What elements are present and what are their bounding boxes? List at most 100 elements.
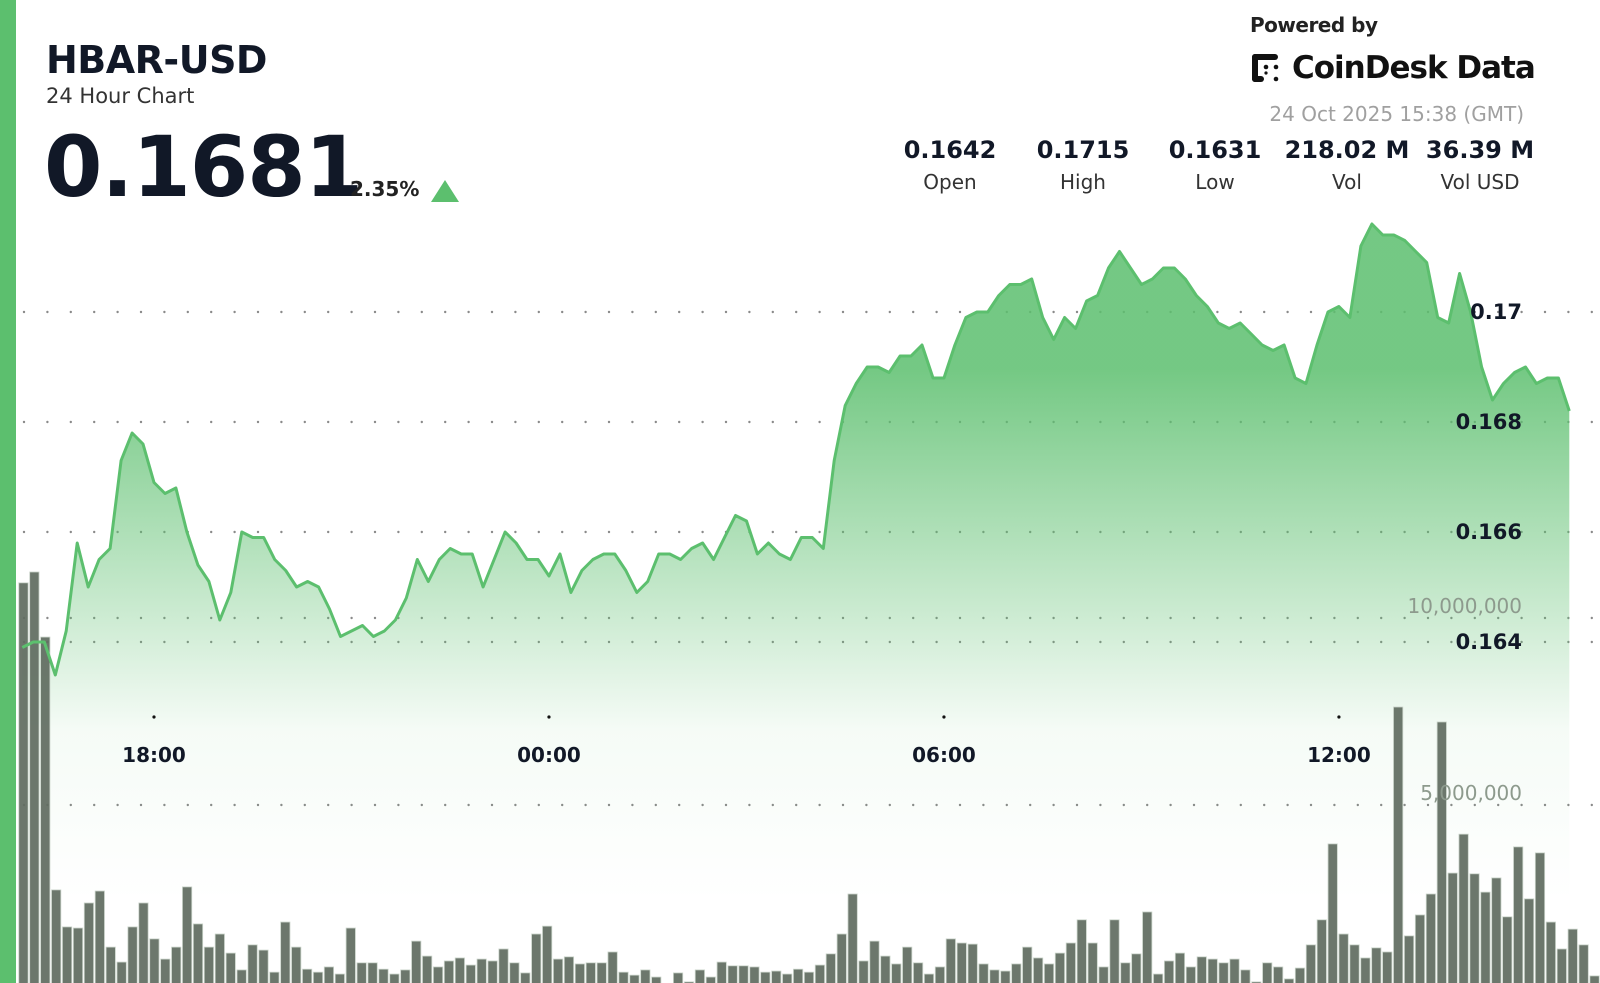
volume-bar	[291, 946, 302, 983]
volume-bar	[258, 949, 269, 983]
current-price: 0.1681	[44, 118, 363, 216]
volume-bar	[694, 969, 705, 983]
volume-bar	[1327, 843, 1338, 983]
volume-bar	[553, 958, 564, 983]
stat-vol: 218.02 M Vol	[1282, 136, 1412, 194]
volume-bar	[378, 968, 389, 983]
volume-bar	[356, 962, 367, 983]
volume-bar	[1524, 898, 1535, 983]
stat-low: 0.1631 Low	[1150, 136, 1280, 194]
volume-bar	[1404, 935, 1415, 983]
volume-bars	[18, 571, 1600, 983]
volume-bar	[760, 971, 771, 983]
volume-bar	[520, 972, 531, 983]
volume-bar	[989, 969, 1000, 983]
volume-bar	[1589, 975, 1600, 983]
volume-bar	[923, 973, 935, 983]
volume-bar	[1491, 877, 1502, 983]
volume-bar	[498, 948, 509, 983]
volume-bar	[1469, 873, 1480, 983]
volume-bar	[1382, 951, 1393, 983]
volume-bar	[1534, 852, 1546, 983]
volume-bar	[1163, 960, 1175, 983]
volume-bar	[1033, 957, 1044, 983]
volume-bar	[1458, 833, 1469, 983]
volume-bar	[1174, 952, 1186, 983]
volume-bar	[18, 582, 29, 983]
stat-value: 0.1642	[903, 136, 997, 164]
volume-bar	[116, 961, 127, 983]
stat-label: Open	[923, 170, 977, 194]
volume-bar	[1556, 948, 1567, 983]
volume-bar	[1054, 952, 1065, 983]
volume-bar	[171, 946, 182, 983]
volume-bar	[432, 966, 444, 983]
volume-bar	[542, 925, 553, 983]
volume-bar	[389, 973, 400, 983]
volume-bar	[1447, 872, 1458, 983]
volume-bar	[1513, 846, 1524, 983]
volume-bar	[585, 962, 596, 983]
price-change: 2.35%	[350, 177, 420, 201]
volume-bar	[1142, 911, 1153, 983]
brand-name: CoinDesk Data	[1292, 50, 1536, 86]
volume-bar	[1240, 969, 1251, 983]
volume-bar	[1262, 962, 1273, 983]
accent-bar	[0, 0, 16, 983]
chart-subtitle: 24 Hour Chart	[46, 84, 195, 108]
time-tick-mark	[942, 715, 946, 719]
price-line	[21, 222, 1571, 677]
volume-bar	[902, 946, 913, 983]
volume-bar	[465, 964, 476, 983]
volume-bar	[1185, 966, 1196, 983]
time-tick-label: 18:00	[122, 743, 186, 767]
volume-bar	[640, 969, 651, 983]
volume-bar	[83, 902, 94, 983]
volume-bar	[334, 973, 345, 983]
volume-bar	[531, 933, 542, 983]
price-tick-label: 0.168	[1456, 410, 1522, 434]
volume-bar	[203, 946, 214, 983]
volume-bar	[913, 962, 924, 983]
volume-bar	[847, 893, 858, 983]
volume-bar	[1196, 956, 1207, 983]
volume-bar	[858, 960, 869, 983]
volume-bar	[738, 965, 749, 983]
volume-bar	[771, 970, 782, 983]
stat-label: High	[1060, 170, 1106, 194]
volume-bar	[323, 966, 334, 983]
time-tick-mark	[1337, 715, 1341, 719]
volume-bar	[967, 943, 978, 983]
volume-bar	[280, 921, 291, 983]
volume-bar	[29, 571, 40, 983]
coindesk-logo-icon	[1252, 54, 1279, 82]
volume-bar	[269, 971, 280, 983]
volume-bar	[192, 923, 204, 983]
volume-bar	[1414, 914, 1426, 983]
time-tick-label: 12:00	[1307, 743, 1371, 767]
volume-bar	[127, 926, 138, 983]
price-area	[22, 224, 1570, 983]
volume-tick-label: 10,000,000	[1407, 594, 1522, 618]
volume-bar	[1425, 893, 1436, 983]
volume-bar	[1218, 962, 1229, 983]
volume-bar	[1284, 978, 1295, 983]
volume-bar	[1578, 944, 1589, 983]
volume-bar	[574, 963, 585, 983]
stat-label: Low	[1195, 170, 1235, 194]
volume-bar	[956, 942, 967, 983]
volume-bar	[934, 966, 945, 983]
volume-bar	[1087, 942, 1098, 983]
volume-bar	[1229, 958, 1240, 983]
volume-bar	[629, 974, 640, 983]
volume-bar	[236, 969, 247, 983]
volume-bar	[836, 933, 847, 983]
volume-bar	[105, 946, 116, 983]
volume-bar	[443, 960, 455, 983]
powered-by: Powered by	[1250, 13, 1378, 37]
volume-bar	[476, 958, 487, 983]
volume-bar	[487, 960, 498, 983]
volume-bar	[1076, 919, 1087, 983]
volume-bar	[705, 976, 716, 983]
volume-bar	[182, 886, 193, 983]
